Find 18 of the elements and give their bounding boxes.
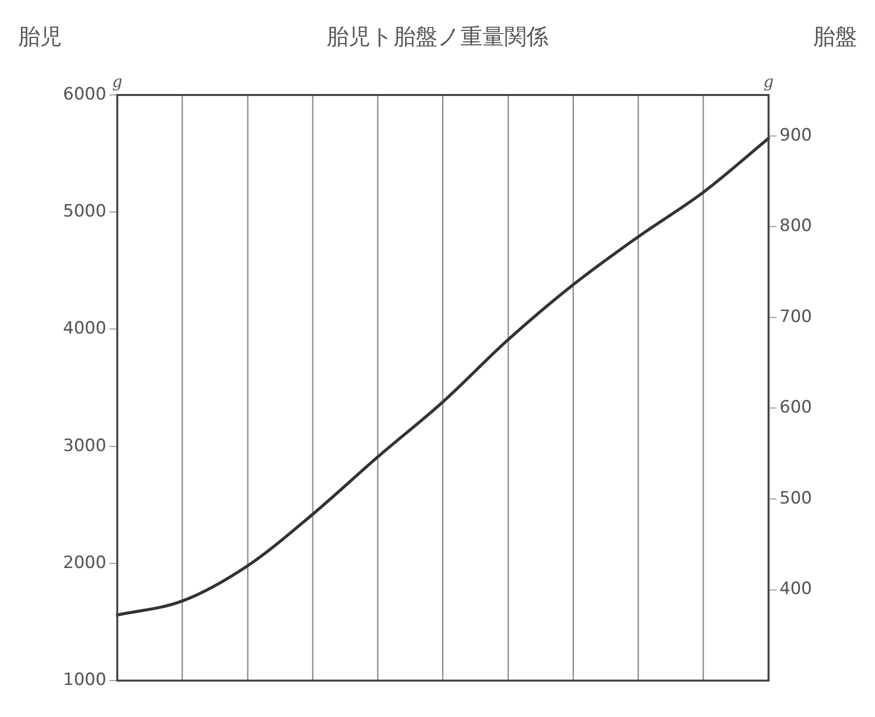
y-tick-label: 5000	[63, 202, 106, 222]
y2-tick-label: 900	[780, 125, 812, 146]
y-tick-label: 3000	[63, 436, 106, 456]
chart-title: 胎児ト胎盤ノ重量関係	[326, 25, 548, 50]
y2-tick-label: 700	[780, 306, 812, 327]
text: g	[763, 72, 774, 92]
y-tick-label: 6000	[63, 84, 106, 104]
y-axis-title: 胎児	[18, 24, 62, 52]
y-tick-label: 2000	[63, 552, 106, 573]
y-tick-label: 4000	[63, 318, 106, 339]
y-tick-label: 1000	[63, 670, 106, 690]
line-series	[116, 136, 770, 617]
text: g	[112, 72, 122, 92]
y2-tick-label: 600	[780, 398, 812, 418]
y2-axis-title: 胎盤	[813, 24, 857, 52]
y2-tick-label: 800	[780, 216, 812, 236]
y2-tick-label: 400	[780, 579, 812, 600]
y2-tick-label: 500	[780, 488, 812, 508]
